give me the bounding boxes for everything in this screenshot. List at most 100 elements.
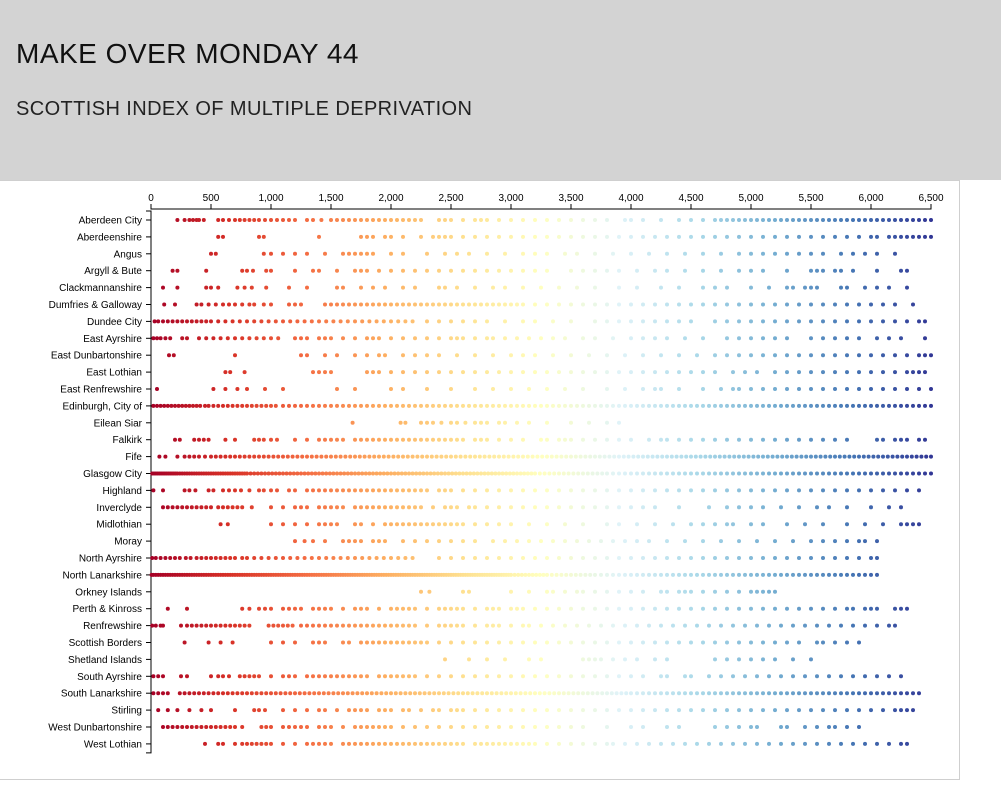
data-point: [809, 691, 813, 696]
data-point: [551, 336, 555, 341]
data-point: [389, 234, 393, 239]
data-point: [497, 403, 501, 408]
data-point: [443, 505, 447, 510]
data-point: [521, 251, 525, 256]
data-point: [530, 572, 535, 577]
data-point: [401, 488, 405, 493]
data-point: [162, 403, 167, 408]
data-point: [701, 285, 705, 290]
data-point: [425, 471, 429, 476]
data-point: [761, 437, 765, 442]
data-point: [359, 403, 363, 408]
data-point: [813, 454, 818, 459]
data-point: [635, 572, 639, 577]
data-point: [785, 218, 789, 222]
data-point: [833, 691, 837, 696]
data-point: [170, 505, 175, 510]
data-point: [756, 454, 761, 459]
data-point: [521, 640, 525, 645]
data-point: [281, 522, 285, 527]
data-point: [875, 218, 879, 222]
data-point: [359, 725, 363, 729]
data-point: [461, 336, 465, 341]
data-point: [605, 234, 609, 239]
data-point: [455, 623, 459, 628]
data-point: [887, 623, 891, 628]
data-point: [314, 454, 319, 459]
data-point: [353, 319, 357, 324]
data-point: [485, 218, 489, 222]
data-point: [209, 725, 213, 729]
data-point: [449, 556, 453, 560]
data-point: [827, 725, 831, 729]
data-point: [305, 488, 309, 493]
data-point: [347, 403, 351, 408]
data-point: [162, 302, 167, 307]
series-row: [173, 437, 927, 442]
data-point: [293, 218, 297, 222]
data-point: [473, 336, 477, 341]
data-point: [177, 556, 182, 560]
data-point: [869, 387, 873, 391]
data-point: [434, 454, 439, 459]
data-point: [257, 454, 261, 459]
data-point: [677, 708, 681, 713]
data-point: [257, 488, 261, 493]
data-point: [473, 403, 477, 408]
data-point: [833, 370, 837, 375]
data-point: [497, 488, 501, 493]
data-point: [377, 505, 381, 510]
data-point: [833, 556, 837, 560]
data-point: [491, 623, 495, 628]
data-point: [285, 623, 290, 628]
data-point: [851, 268, 855, 273]
data-point: [749, 572, 753, 577]
data-point: [803, 725, 807, 729]
data-point: [487, 454, 492, 459]
data-point: [569, 505, 573, 510]
data-point: [305, 741, 309, 746]
data-point: [273, 319, 278, 324]
data-point: [581, 589, 585, 594]
data-point: [833, 640, 837, 645]
data-point: [509, 725, 513, 729]
data-point: [713, 589, 717, 594]
data-point: [305, 454, 309, 459]
data-point: [417, 471, 422, 476]
data-point: [869, 708, 873, 713]
data-point: [605, 505, 609, 510]
data-point: [863, 251, 867, 256]
data-point: [173, 437, 177, 442]
data-point: [725, 488, 729, 493]
data-point: [515, 539, 519, 544]
data-point: [446, 691, 451, 696]
data-point: [528, 691, 533, 696]
data-point: [881, 454, 885, 459]
data-point: [713, 302, 717, 307]
data-point: [797, 505, 801, 510]
data-point: [707, 691, 711, 696]
data-point: [503, 336, 507, 341]
data-point: [223, 319, 228, 324]
data-point: [575, 403, 579, 408]
data-point: [365, 606, 369, 611]
data-point: [905, 606, 909, 611]
data-point: [839, 674, 843, 679]
data-point: [371, 522, 375, 527]
data-point: [319, 218, 324, 222]
y-tick-label: Aberdeenshire: [77, 232, 142, 243]
data-point: [401, 234, 405, 239]
data-point: [503, 302, 507, 307]
data-point: [863, 403, 867, 408]
data-point: [264, 403, 269, 408]
data-point: [665, 674, 669, 679]
data-point: [561, 691, 566, 696]
data-point: [457, 471, 462, 476]
data-point: [413, 437, 417, 442]
data-point: [327, 471, 332, 476]
data-point: [377, 302, 381, 307]
data-point: [557, 674, 561, 679]
x-tick-label: 3,000: [498, 193, 523, 204]
data-point: [731, 691, 735, 696]
data-point: [437, 353, 441, 358]
